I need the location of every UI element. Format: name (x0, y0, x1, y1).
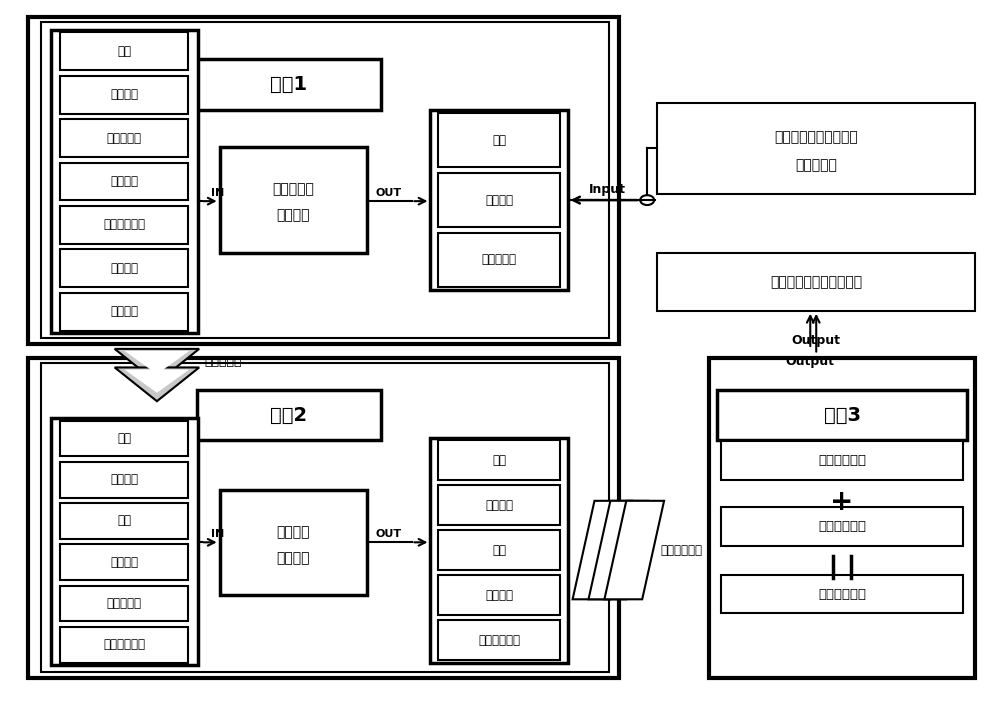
Bar (721, 575, 963, 613)
Text: 星期特征: 星期特征 (110, 88, 138, 101)
Text: 预测模型: 预测模型 (276, 551, 310, 565)
Polygon shape (125, 369, 189, 393)
Text: 统计的目标日各车次已: 统计的目标日各车次已 (774, 130, 858, 145)
Text: 旅客进站规律: 旅客进站规律 (818, 520, 866, 533)
Text: 发车时间: 发车时间 (485, 588, 513, 601)
Bar (60, 206, 188, 244)
Text: OUT: OUT (376, 529, 402, 539)
Text: 区段日流量: 区段日流量 (482, 253, 517, 267)
Text: +: + (830, 489, 854, 516)
Bar (28, 17, 619, 344)
Text: 车次流量: 车次流量 (276, 525, 310, 539)
Text: 日期: 日期 (492, 134, 506, 147)
Text: 车次出行人数: 车次出行人数 (660, 544, 702, 557)
Text: 运行区段: 运行区段 (110, 473, 138, 486)
Bar (60, 293, 188, 330)
Text: 运行区段: 运行区段 (485, 194, 513, 206)
Bar (60, 462, 188, 498)
Text: 车次: 车次 (117, 515, 131, 527)
Bar (438, 173, 560, 227)
Text: Output: Output (792, 334, 841, 347)
Bar (430, 437, 568, 663)
Bar (60, 545, 188, 580)
Bar (60, 503, 188, 539)
Bar (60, 586, 188, 621)
Bar (60, 420, 188, 457)
Bar (721, 507, 963, 546)
Bar (220, 147, 367, 252)
Text: 目标日旅客到达情况统计: 目标日旅客到达情况统计 (770, 275, 862, 289)
Text: 车次: 车次 (492, 544, 506, 557)
Bar (197, 390, 381, 440)
Bar (430, 111, 568, 290)
Bar (28, 358, 619, 678)
Bar (709, 358, 975, 678)
Bar (60, 627, 188, 663)
Text: Input: Input (589, 183, 626, 196)
Bar (657, 103, 975, 194)
Bar (51, 418, 198, 666)
Text: 区段日流量: 区段日流量 (107, 597, 142, 610)
Bar (438, 233, 560, 287)
Bar (41, 363, 609, 672)
Bar (60, 162, 188, 201)
Bar (220, 489, 367, 595)
Bar (438, 530, 560, 570)
Text: 旅客到达情况: 旅客到达情况 (818, 588, 866, 601)
Bar (438, 440, 560, 480)
Text: 区段日流量: 区段日流量 (205, 355, 242, 368)
Text: OUT: OUT (376, 188, 402, 198)
Text: IN: IN (211, 529, 224, 539)
Bar (721, 441, 963, 480)
Bar (60, 250, 188, 287)
Text: 运行区段: 运行区段 (485, 498, 513, 511)
Polygon shape (573, 501, 632, 599)
Bar (438, 576, 560, 615)
Bar (60, 76, 188, 113)
Text: 运行区段: 运行区段 (110, 175, 138, 188)
Text: 阶段1: 阶段1 (270, 75, 307, 94)
Text: 已售车票数量: 已售车票数量 (103, 218, 145, 231)
Bar (60, 119, 188, 157)
Polygon shape (115, 367, 199, 401)
Polygon shape (115, 349, 199, 383)
Text: 区段日流量: 区段日流量 (272, 182, 314, 196)
Text: 所属线路: 所属线路 (110, 305, 138, 318)
Bar (51, 30, 198, 333)
Bar (41, 22, 609, 338)
Polygon shape (125, 351, 189, 374)
Bar (438, 620, 560, 660)
Bar (438, 113, 560, 167)
Text: 运能总和: 运能总和 (110, 262, 138, 275)
Text: 节假日特征: 节假日特征 (107, 132, 142, 145)
Text: 车次出行人数: 车次出行人数 (818, 454, 866, 467)
Bar (657, 253, 975, 311)
Text: 日期: 日期 (117, 45, 131, 57)
Bar (717, 390, 967, 440)
Polygon shape (604, 501, 664, 599)
Text: 阶段2: 阶段2 (270, 406, 307, 425)
Text: 区段发车次数: 区段发车次数 (103, 638, 145, 652)
Bar (197, 59, 381, 110)
Bar (438, 486, 560, 525)
Text: 日期: 日期 (117, 432, 131, 445)
Text: 预测模型: 预测模型 (276, 208, 310, 223)
Text: 车次出行人数: 车次出行人数 (478, 634, 520, 647)
Text: 发车时间: 发车时间 (110, 556, 138, 569)
Text: 售票数数据: 售票数数据 (795, 158, 837, 172)
Text: 阶段3: 阶段3 (824, 406, 861, 425)
Bar (60, 33, 188, 70)
Text: Output: Output (786, 355, 835, 368)
Polygon shape (589, 501, 648, 599)
Text: IN: IN (211, 188, 224, 198)
Text: 日期: 日期 (492, 454, 506, 467)
